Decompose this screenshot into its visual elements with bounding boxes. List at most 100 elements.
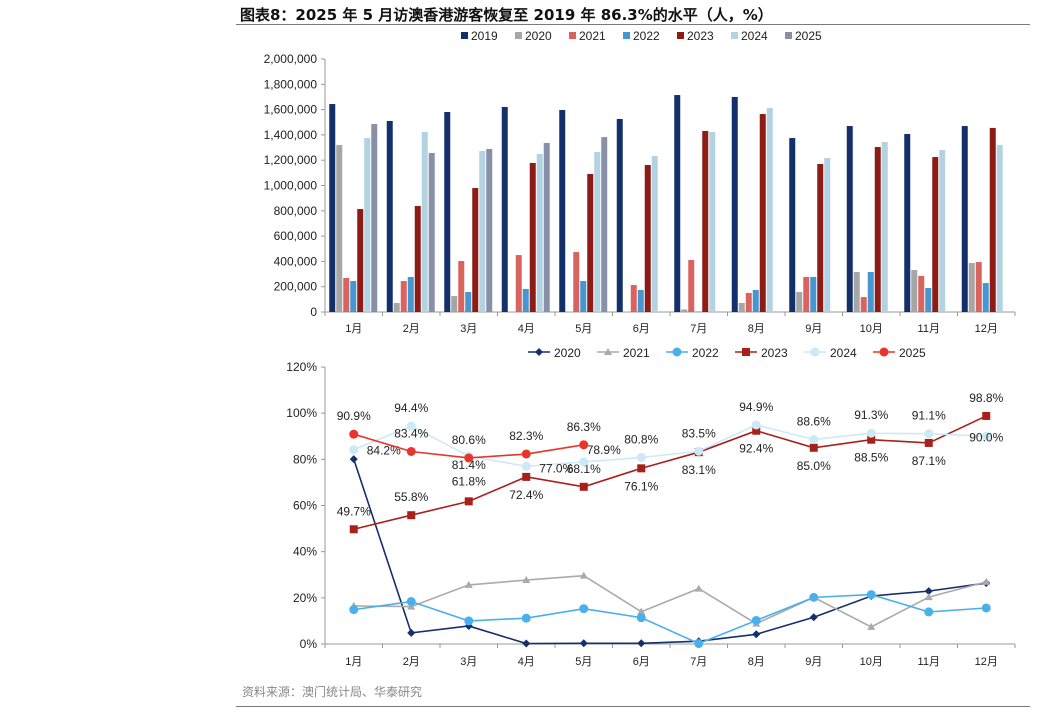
point-2023-11 [924, 438, 933, 447]
data-label-2025-2: 83.4% [394, 426, 428, 440]
point-2024-5 [579, 457, 589, 467]
bar-2023-3 [472, 188, 479, 312]
line-chart-x-tick-label: 5月 [575, 656, 592, 668]
point-2020-6 [637, 639, 646, 648]
bar-2020-9 [796, 292, 803, 312]
data-label-2023-12: 98.8% [969, 391, 1003, 405]
legend-marker-2025 [879, 347, 889, 357]
legend-label-2025: 2025 [899, 346, 926, 360]
bar-2025-2 [428, 152, 435, 312]
bar-2019-12 [961, 126, 968, 312]
line-chart-x-tick-label: 7月 [690, 656, 707, 668]
point-2022-10 [866, 590, 876, 600]
bar-2025-3 [486, 148, 493, 312]
bar-chart-x-tick-label: 9月 [805, 323, 822, 335]
data-label-2024-6: 80.8% [624, 432, 658, 446]
bar-chart-y-tick-label: 1,800,000 [264, 77, 318, 91]
data-label-2024-8: 94.9% [739, 400, 773, 414]
bar-2024-9 [824, 158, 831, 312]
bar-2024-1 [364, 138, 371, 312]
bar-2021-10 [860, 297, 867, 312]
point-2021-3 [464, 580, 473, 588]
bar-chart-y-tick-label: 800,000 [274, 204, 318, 218]
data-label-2024-4: 77.0% [539, 461, 573, 475]
bar-chart-x-tick-label: 3月 [460, 323, 477, 335]
bar-2021-9 [803, 276, 810, 312]
data-label-2023-11: 87.1% [912, 454, 946, 468]
data-label-2025-5: 86.3% [567, 420, 601, 434]
legend-swatch-2023 [677, 32, 684, 39]
bar-2022-10 [867, 272, 874, 312]
data-label-2024-1: 84.2% [367, 444, 401, 458]
bar-2024-4 [536, 154, 543, 312]
bar-2024-6 [651, 156, 658, 312]
bar-chart-x-tick-label: 2月 [403, 323, 420, 335]
point-2021-7 [694, 584, 703, 592]
point-2020-9 [809, 613, 818, 622]
bar-chart-x-tick-label: 7月 [690, 323, 707, 335]
line-series-2020 [352, 458, 987, 645]
bar-chart-x-tick-label: 4月 [518, 323, 535, 335]
data-label-2025-1: 90.9% [337, 409, 371, 423]
point-2024-6 [636, 452, 646, 462]
point-2023-12 [982, 411, 991, 420]
bar-chart-x-tick-label: 11月 [918, 323, 940, 335]
bar-2022-11 [925, 287, 932, 312]
bar-2019-3 [444, 112, 451, 312]
bar-2022-3 [465, 292, 472, 312]
point-2020-5 [579, 639, 588, 648]
bar-chart-y-tick-label: 1,000,000 [264, 179, 318, 193]
point-2023-5 [579, 482, 588, 491]
bar-2023-9 [817, 163, 824, 312]
bar-2023-6 [644, 165, 651, 312]
bar-2022-8 [752, 289, 759, 312]
bar-2022-9 [810, 276, 817, 312]
bar-chart-y-tick-label: 0 [310, 305, 317, 319]
point-2022-5 [579, 604, 589, 614]
data-label-2024-5: 78.9% [587, 443, 621, 457]
line-series-2022 [353, 593, 987, 645]
bar-2021-2 [400, 281, 407, 312]
legend-label-2025: 2025 [795, 29, 822, 43]
bar-2023-11 [932, 157, 939, 312]
bar-2020-1 [336, 145, 343, 312]
footer-divider [236, 706, 1030, 707]
bar-2019-2 [386, 120, 393, 312]
point-2022-11 [924, 607, 934, 617]
bar-2022-5 [580, 281, 587, 312]
point-2022-2 [406, 597, 416, 607]
legend-swatch-2022 [623, 32, 630, 39]
bar-2023-8 [759, 114, 766, 312]
bar-2024-11 [939, 149, 946, 312]
line-series-2023 [353, 415, 987, 531]
data-label-2023-2: 55.8% [394, 490, 428, 504]
point-2020-2 [407, 628, 416, 637]
bar-2020-2 [393, 303, 400, 312]
line-chart-x-tick-label: 9月 [805, 656, 822, 668]
bar-chart-y-tick-label: 2,000,000 [264, 52, 318, 66]
point-2025-1 [349, 429, 359, 439]
point-2024-9 [809, 434, 819, 444]
point-2023-6 [637, 464, 646, 473]
bar-2024-8 [766, 107, 773, 312]
data-label-2023-3: 61.8% [452, 474, 486, 488]
point-2024-11 [924, 429, 934, 439]
bar-2020-7 [681, 309, 688, 312]
data-label-2024-9: 88.6% [797, 414, 831, 428]
point-2022-7 [694, 639, 704, 649]
legend-swatch-2020 [515, 32, 522, 39]
data-label-2023-4: 72.4% [509, 488, 543, 502]
point-2022-3 [464, 616, 474, 626]
legend-label-2023: 2023 [761, 346, 788, 360]
bar-2021-1 [343, 277, 350, 312]
bar-chart-y-tick-label: 400,000 [274, 254, 318, 268]
point-2025-5 [579, 440, 589, 450]
bar-2021-4 [515, 255, 522, 312]
bar-2021-6 [630, 285, 637, 312]
bar-2019-9 [789, 138, 796, 312]
bar-2023-1 [357, 209, 364, 312]
bar-2025-1 [371, 124, 378, 312]
data-label-2023-9: 85.0% [797, 459, 831, 473]
data-label-2023-1: 49.7% [337, 504, 371, 518]
legend-label-2020: 2020 [525, 29, 552, 43]
